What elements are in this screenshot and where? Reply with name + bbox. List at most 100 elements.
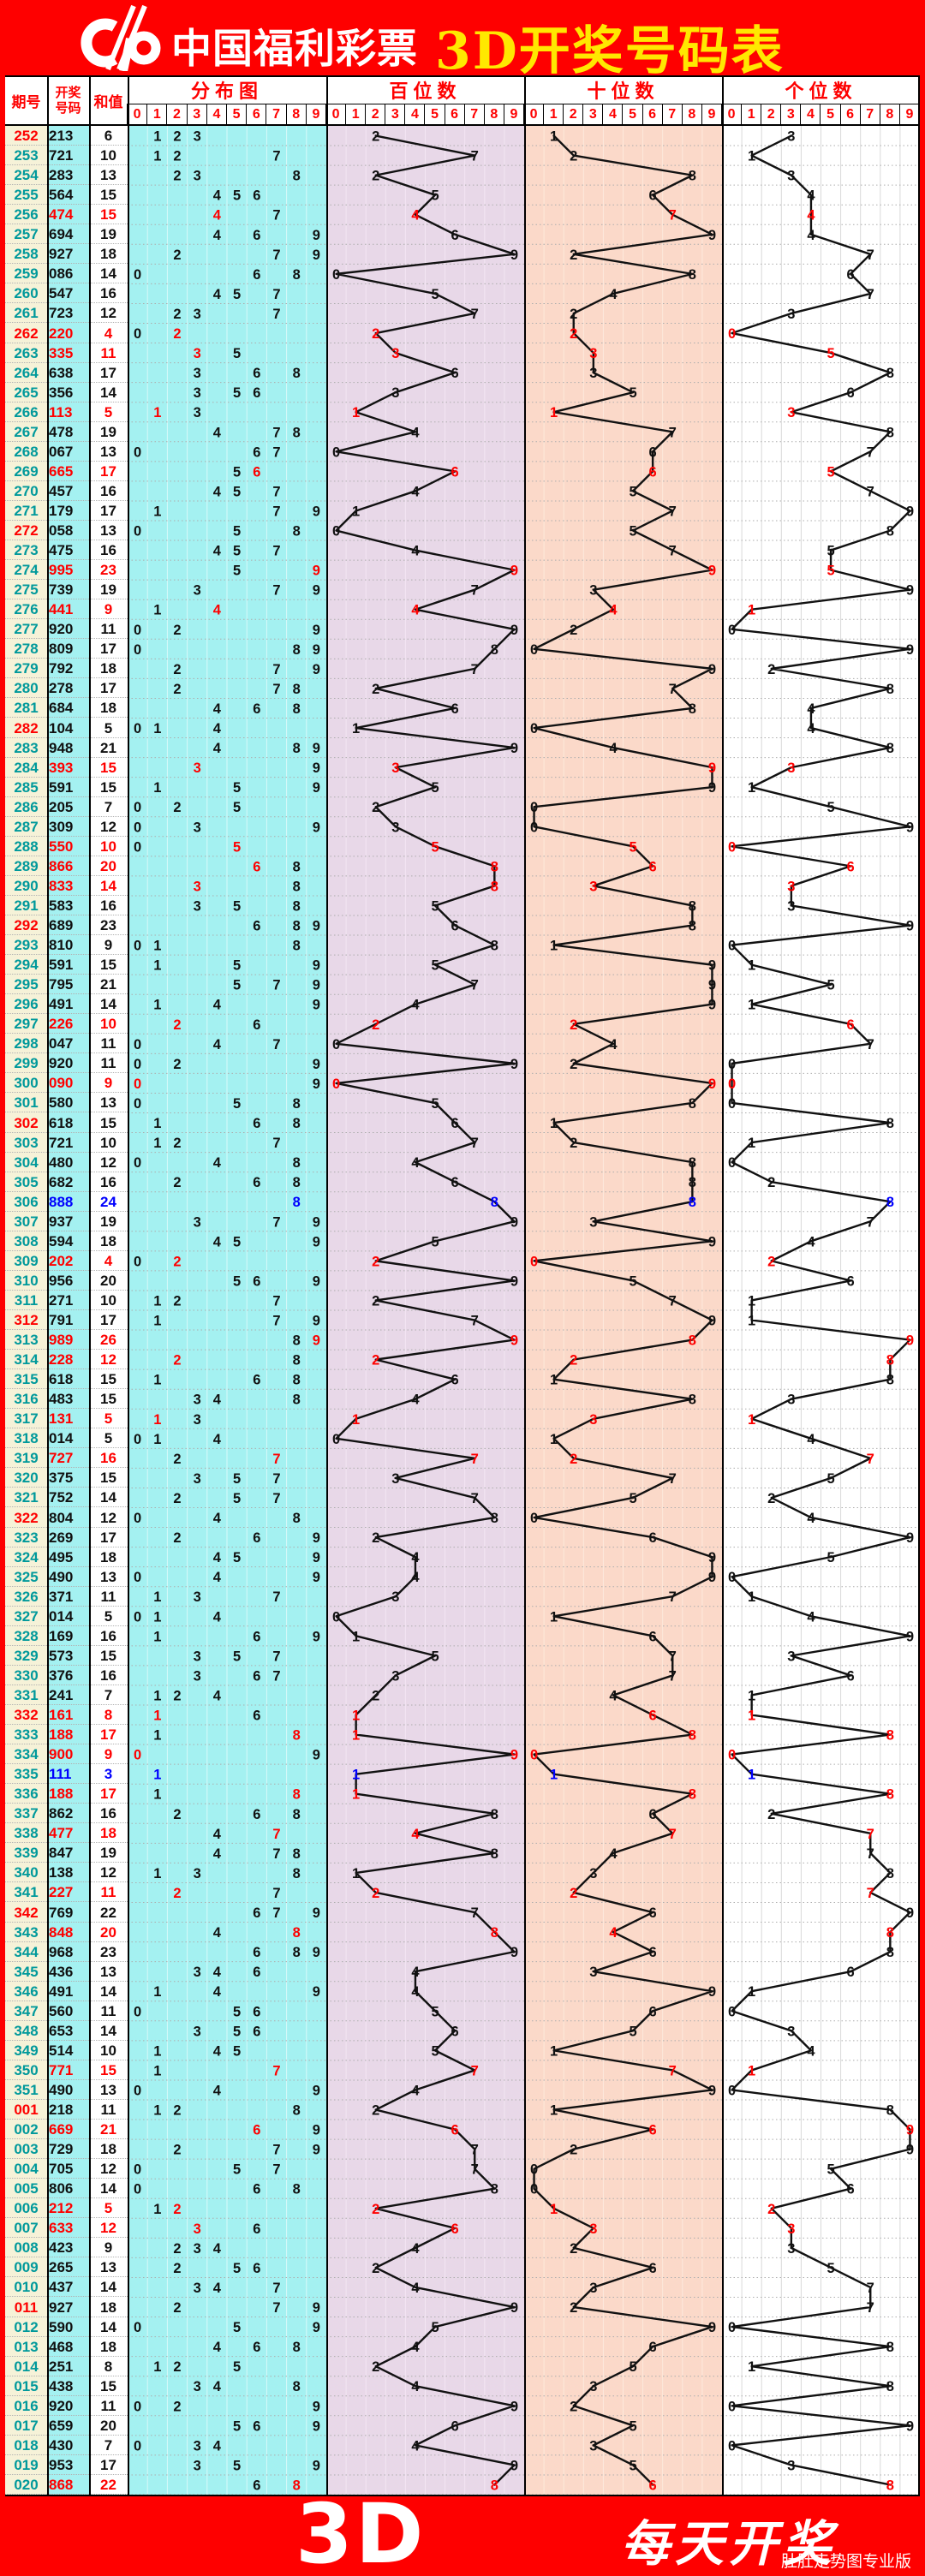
dist-digit: 5 xyxy=(233,484,241,499)
trend-digit: 1 xyxy=(748,780,755,796)
trend-digit: 1 xyxy=(352,405,360,420)
sum-column: 6 10 13 15 15 19 18 14 16 12 4 11 17 14 5 19 13 17 16 17 13 1… xyxy=(89,126,128,2495)
trend-digit: 0 xyxy=(530,1254,538,1269)
dist-digit: 6 xyxy=(253,2261,260,2276)
sum-cell: 15 xyxy=(89,1468,128,1488)
dist-digit: 9 xyxy=(313,662,320,677)
number-cell: 550 xyxy=(47,837,89,856)
trend-digit: 9 xyxy=(906,583,914,599)
number-cell: 478 xyxy=(47,422,89,442)
footer-3d-logo: 3D xyxy=(295,2486,427,2576)
number-cell: 721 xyxy=(47,1133,89,1153)
period-cell: 003 xyxy=(5,2139,47,2160)
trend-digit: 7 xyxy=(471,1136,479,1151)
dist-digit: 0 xyxy=(134,2004,141,2019)
number-cell: 468 xyxy=(47,2337,89,2357)
dist-digit: 3 xyxy=(194,1649,201,1664)
trend-digit: 5 xyxy=(431,898,439,914)
trend-digit: 5 xyxy=(629,2024,636,2039)
trend-digit: 5 xyxy=(629,2458,636,2473)
dist-digit: 8 xyxy=(293,1392,301,1408)
trend-digit: 7 xyxy=(669,2063,677,2078)
number-cell: 684 xyxy=(47,698,89,719)
trend-digit: 1 xyxy=(352,504,360,519)
trend-digit: 6 xyxy=(451,2221,459,2237)
trend-digit: 3 xyxy=(391,760,399,776)
number-cell: 848 xyxy=(47,1923,89,1942)
sum-cell: 12 xyxy=(89,2159,128,2179)
dist-digit: 9 xyxy=(313,1984,320,2000)
dist-digit: 5 xyxy=(233,1649,241,1664)
dist-digit: 3 xyxy=(194,1392,201,1408)
period-cell: 014 xyxy=(5,2357,47,2376)
distribution-chart: 1 2 31 2 72 3 84 5 64 74 6 92 7 90 6 84 5 72 3 70 23 53 6 83 5 61… xyxy=(128,126,326,2496)
number-cell: 226 xyxy=(47,1014,89,1035)
digit-scale-cell: 1 xyxy=(146,104,168,126)
dist-digit: 4 xyxy=(213,2281,222,2296)
period-cell: 340 xyxy=(5,1863,47,1883)
trend-digit: 8 xyxy=(689,169,696,184)
dist-digit: 0 xyxy=(134,839,141,855)
dist-digit: 2 xyxy=(173,2399,181,2414)
sum-cell: 18 xyxy=(89,244,128,265)
dist-digit: 2 xyxy=(173,307,181,322)
number-cell: 227 xyxy=(47,1882,89,1903)
dist-digit: 8 xyxy=(293,879,301,894)
period-cell: 257 xyxy=(5,224,47,245)
number-cell: 989 xyxy=(47,1330,89,1351)
dist-digit: 9 xyxy=(313,623,320,638)
dist-digit: 7 xyxy=(272,1649,280,1664)
number-cell: 791 xyxy=(47,1310,89,1330)
trend-digit: 9 xyxy=(708,1076,716,1092)
period-cell: 262 xyxy=(5,324,47,343)
dist-digit: 6 xyxy=(253,1708,260,1724)
sum-cell: 14 xyxy=(89,383,128,402)
trend-digit: 7 xyxy=(471,2063,479,2078)
period-cell: 298 xyxy=(5,1034,47,1054)
sum-cell: 15 xyxy=(89,2376,128,2396)
digit-scale-cell: 5 xyxy=(424,104,445,126)
period-cell: 282 xyxy=(5,719,47,738)
trend-digit: 1 xyxy=(748,1293,755,1309)
sum-cell: 11 xyxy=(89,2100,128,2120)
trend-digit: 9 xyxy=(906,1629,914,1644)
dist-digit: 8 xyxy=(293,1333,301,1349)
trend-digit: 6 xyxy=(649,444,657,460)
trend-digit: 6 xyxy=(847,859,855,874)
dist-digit: 5 xyxy=(233,2458,241,2473)
trend-digit: 1 xyxy=(748,1688,755,1703)
dist-digit: 0 xyxy=(134,1570,141,1585)
dist-digit: 4 xyxy=(213,1155,222,1171)
period-cell: 281 xyxy=(5,698,47,719)
number-cell: 265 xyxy=(47,2257,89,2278)
number-cell: 441 xyxy=(47,599,89,620)
trend-digit: 2 xyxy=(767,1491,775,1506)
trend-digit: 1 xyxy=(748,1412,755,1428)
period-cell: 289 xyxy=(5,856,47,876)
sum-cell: 5 xyxy=(89,719,128,738)
dist-digit: 2 xyxy=(173,2261,181,2276)
dist-digit: 1 xyxy=(153,2359,161,2375)
trend-digit: 9 xyxy=(708,1314,716,1329)
sum-cell: 16 xyxy=(89,1172,128,1192)
dist-digit: 4 xyxy=(213,741,222,756)
trend-digit: 3 xyxy=(589,1214,597,1230)
dist-digit: 8 xyxy=(293,1116,301,1131)
trend-digit: 4 xyxy=(609,287,618,302)
dist-digit: 4 xyxy=(213,1570,222,1585)
trend-digit: 2 xyxy=(570,149,577,164)
footer-banner: 3D 每天开奖 肚肚走势图专业版 xyxy=(0,2486,925,2576)
trend-digit: 0 xyxy=(728,2004,736,2019)
dist-digit: 1 xyxy=(153,721,161,736)
dist-digit: 6 xyxy=(253,188,260,204)
digit-scale-cell: 5 xyxy=(622,104,643,126)
dist-digit: 8 xyxy=(293,741,301,756)
dist-digit: 3 xyxy=(194,2458,201,2473)
dist-digit: 7 xyxy=(272,287,280,302)
dist-digit: 9 xyxy=(313,998,320,1013)
number-cell: 590 xyxy=(47,2317,89,2337)
trend-digit: 6 xyxy=(649,859,657,874)
